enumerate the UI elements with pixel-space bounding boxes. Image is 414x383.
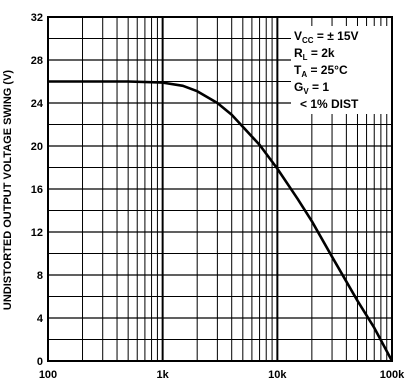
- axes: 0 4 8 12 16 20 24 28 32 100 1k 10k 100k: [31, 12, 405, 381]
- y-tick-label: 24: [31, 98, 44, 110]
- y-tick-label: 0: [37, 356, 43, 368]
- annotation-line: TA = 25°C: [294, 63, 348, 79]
- annotation-line: < 1% DIST: [300, 97, 359, 111]
- y-tick-label: 32: [31, 12, 43, 24]
- y-tick-label: 20: [31, 141, 43, 153]
- y-axis-label: UNDISTORTED OUTPUT VOLTAGE SWING (V): [2, 70, 14, 311]
- annotation-line: RL = 2k: [294, 46, 335, 62]
- y-tick-label: 8: [37, 270, 43, 282]
- y-tick-label: 4: [37, 313, 44, 325]
- annotation-line: VCC = ± 15V: [294, 29, 359, 45]
- x-tick-label: 100k: [380, 369, 405, 381]
- x-tick-label: 1k: [157, 369, 170, 381]
- y-tick-label: 28: [31, 55, 43, 67]
- x-tick-label: 100: [39, 369, 57, 381]
- series-layer: [48, 80, 394, 362]
- x-tick-label: 10k: [268, 369, 287, 381]
- series-line: [48, 80, 394, 362]
- annotation-line: GV = 1: [294, 80, 329, 96]
- y-tick-label: 12: [31, 227, 43, 239]
- y-tick-label: 16: [31, 184, 43, 196]
- annotation-box: [291, 26, 391, 114]
- plot-frame: [47, 16, 393, 362]
